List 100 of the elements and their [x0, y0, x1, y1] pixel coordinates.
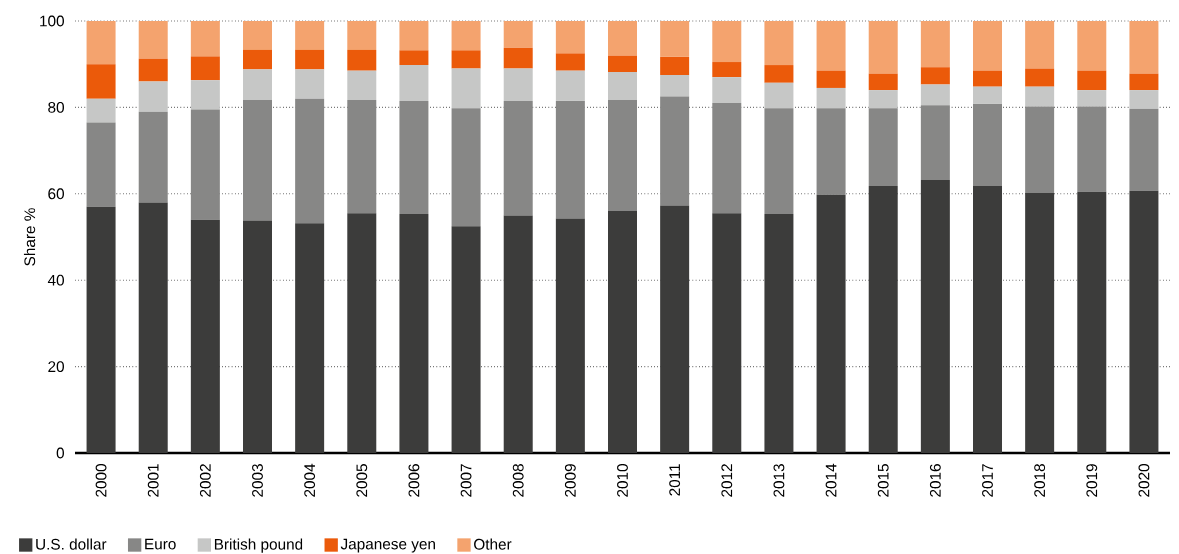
bar [920, 105, 950, 180]
x-tick-label: 2014 [825, 463, 837, 497]
bar [764, 108, 794, 215]
y-tick-label: 60 [48, 188, 64, 200]
y-tick-label: 40 [47, 274, 64, 286]
bar [1077, 21, 1107, 71]
bar [347, 213, 377, 453]
bar [816, 21, 846, 71]
bar [503, 215, 533, 453]
x-tick-label: 2010 [617, 464, 628, 497]
bar [190, 219, 220, 453]
legend-label: Japanese yen [340, 538, 435, 553]
bar [451, 68, 481, 109]
x-tick-label: 2015 [877, 464, 889, 497]
bar [816, 108, 846, 195]
bar [1025, 68, 1055, 87]
bar [295, 98, 325, 224]
bar [243, 100, 272, 221]
bar [190, 56, 220, 81]
bar [868, 90, 898, 109]
bar [243, 21, 272, 50]
bar [973, 186, 1002, 453]
bar [86, 64, 116, 99]
y-axis-title: Share % [23, 208, 36, 266]
x-tick-label: 2009 [564, 464, 576, 497]
bar [555, 218, 585, 453]
x-tick-label: 2005 [356, 464, 368, 497]
bar [712, 21, 742, 63]
bar [1025, 192, 1055, 453]
x-tick-label: 2003 [252, 464, 263, 497]
x-tick-label: 2008 [512, 464, 524, 497]
bar [816, 70, 846, 88]
legend-label: British pound [214, 538, 303, 553]
bar [712, 103, 742, 214]
bar [555, 53, 585, 71]
bar [503, 21, 533, 48]
bar [555, 70, 585, 101]
bar [555, 100, 585, 219]
bar [660, 205, 690, 453]
bar [451, 50, 481, 69]
bar [347, 70, 377, 101]
bar [243, 69, 272, 101]
bar [660, 21, 690, 57]
legend-label: Other [474, 538, 512, 550]
bar [243, 49, 272, 70]
bar [712, 62, 742, 78]
bar [1077, 106, 1107, 192]
bar [347, 100, 377, 214]
x-tick-label: 2001 [147, 464, 159, 497]
bar [399, 100, 429, 215]
bar [190, 109, 220, 220]
bar [503, 68, 533, 101]
bar [973, 21, 1002, 71]
bar [608, 211, 637, 453]
bar [347, 21, 377, 50]
bar [399, 65, 429, 101]
bar [920, 67, 950, 85]
bar [190, 80, 220, 110]
bar [764, 214, 794, 453]
bar [347, 49, 377, 71]
bar [712, 213, 742, 453]
x-tick-label: 2002 [199, 464, 211, 497]
bar [973, 70, 1002, 87]
bar [1025, 106, 1055, 193]
x-tick-label: 2018 [1034, 464, 1046, 497]
bar [660, 96, 690, 206]
bar [1077, 90, 1107, 107]
bar [1129, 21, 1159, 74]
bar [868, 73, 898, 91]
x-tick-label: 2012 [721, 464, 733, 497]
y-tick-label: 100 [40, 15, 64, 27]
bar [86, 122, 116, 207]
bar [138, 81, 168, 112]
x-tick-label: 2016 [929, 464, 941, 497]
bar [920, 84, 950, 106]
bar [764, 65, 794, 83]
bar [1129, 108, 1159, 191]
x-tick-label: 2006 [408, 464, 420, 497]
bar [1025, 86, 1055, 107]
bar [190, 21, 220, 57]
bar [138, 111, 168, 203]
legend-label: Euro [145, 538, 176, 550]
bar [1129, 90, 1159, 109]
bar [660, 75, 690, 97]
x-tick-label: 2000 [95, 464, 107, 497]
bar [399, 21, 429, 51]
bar [503, 100, 533, 216]
bar [86, 21, 116, 65]
bar [243, 220, 272, 453]
y-tick-label: 20 [48, 361, 64, 373]
bar [1077, 191, 1107, 453]
bar [451, 226, 481, 453]
bar [608, 55, 637, 72]
bar [138, 202, 168, 453]
bar [712, 77, 742, 104]
bar [503, 47, 533, 69]
bar [1129, 73, 1159, 91]
bar [973, 86, 1002, 104]
y-tick-label: 80 [48, 101, 64, 113]
legend-label: U.S. dollar [36, 538, 107, 550]
